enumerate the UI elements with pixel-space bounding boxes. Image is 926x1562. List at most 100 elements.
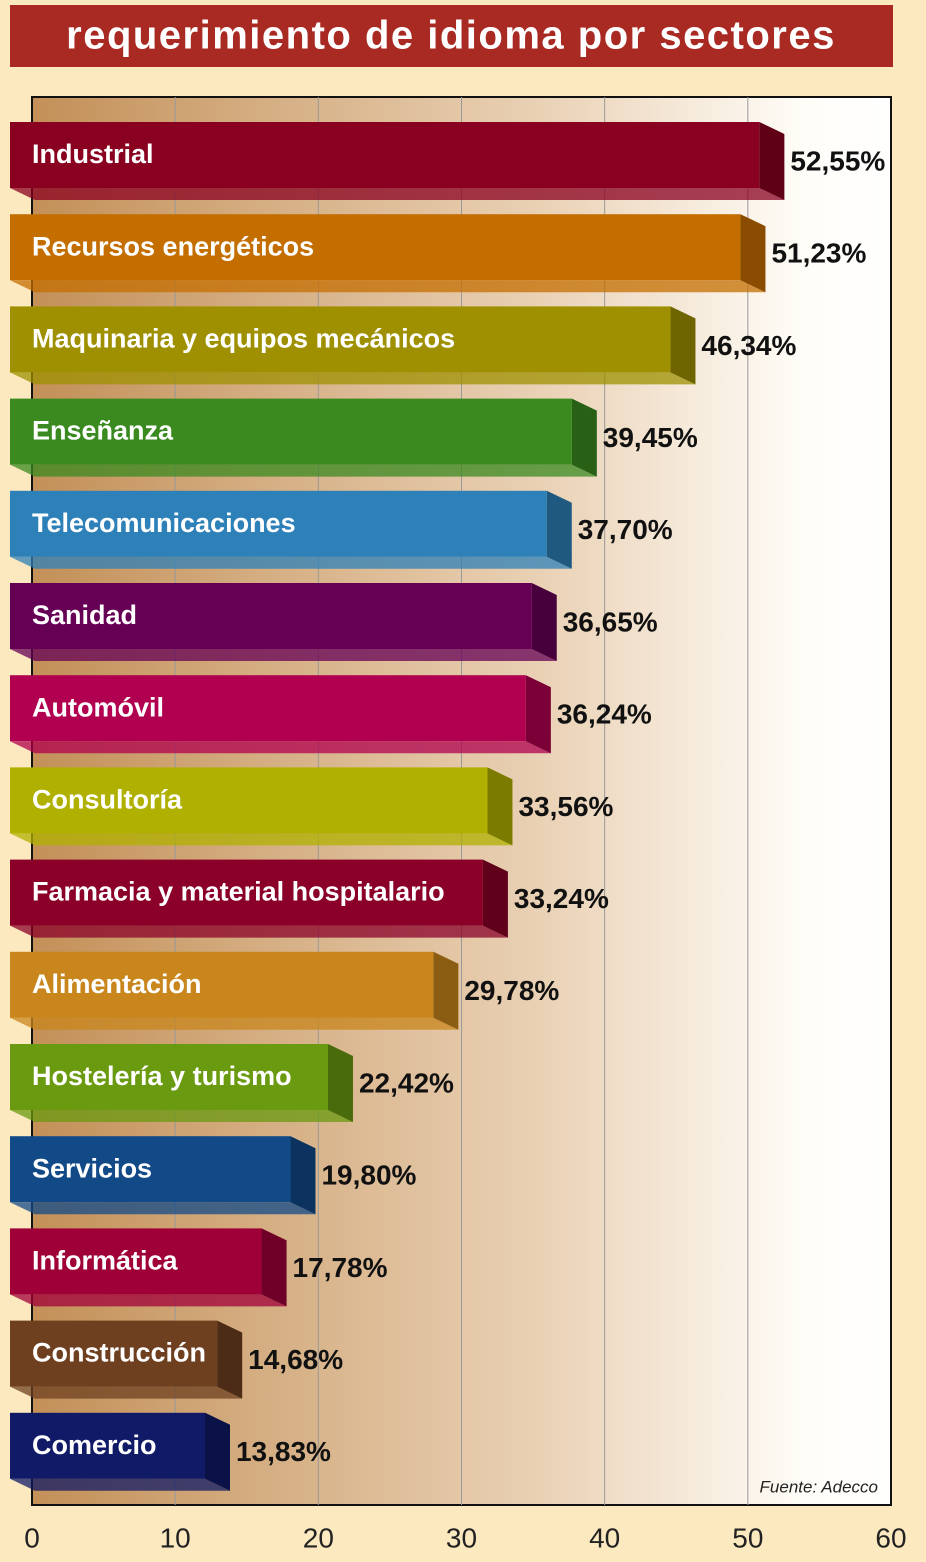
category-label: Automóvil — [32, 692, 164, 722]
x-tick-label: 0 — [24, 1522, 40, 1553]
bar — [10, 398, 572, 465]
bar-side-shade — [327, 1044, 353, 1122]
bar-side-shade — [670, 306, 696, 385]
bar-bottom — [10, 1478, 230, 1491]
bar-side-shade — [740, 214, 766, 293]
bar — [10, 214, 741, 281]
value-label: 22,42% — [359, 1067, 454, 1098]
bar-side — [546, 490, 572, 569]
bar-bottom — [10, 1017, 459, 1030]
bar-side — [525, 675, 551, 754]
category-label: Construcción — [32, 1338, 206, 1368]
bar-bottom — [10, 833, 513, 846]
bar-side — [670, 306, 696, 385]
bar-side-shade — [482, 859, 508, 938]
bar-bottom — [10, 1386, 243, 1399]
bar — [10, 122, 760, 188]
bar — [10, 675, 526, 742]
category-label: Consultoría — [32, 785, 183, 815]
bar-bottom — [10, 464, 597, 477]
bar-bottom — [10, 280, 766, 293]
bar-bottom — [10, 649, 557, 661]
bar-side — [327, 1044, 353, 1122]
bar-side-shade — [531, 583, 557, 661]
bar-side-shade — [261, 1228, 287, 1307]
bar-bottom — [10, 1202, 316, 1215]
bar-side-shade — [433, 951, 459, 1030]
bar-bottom — [10, 741, 551, 754]
title-bar — [10, 5, 893, 67]
bar-bottom — [10, 556, 572, 569]
bar-side-shade — [759, 122, 785, 200]
bar-side — [290, 1136, 316, 1215]
bar — [10, 859, 483, 926]
category-label: Alimentación — [32, 969, 202, 999]
bar-side — [571, 398, 597, 477]
value-label: 29,78% — [464, 975, 559, 1006]
category-label: Enseñanza — [32, 416, 174, 446]
category-label: Sanidad — [32, 600, 137, 630]
category-label: Telecomunicaciones — [32, 508, 296, 538]
value-label: 36,24% — [557, 699, 652, 730]
bar — [10, 306, 671, 373]
bar-side — [217, 1320, 243, 1399]
value-label: 13,83% — [236, 1436, 331, 1467]
bar-side-shade — [487, 767, 513, 846]
x-tick-label: 30 — [446, 1522, 477, 1553]
bar — [10, 767, 488, 834]
source: Fuente: Adecco — [760, 1477, 878, 1496]
bar-side — [759, 122, 785, 200]
value-label: 52,55% — [790, 145, 885, 176]
value-label: 36,65% — [563, 606, 658, 637]
category-label: Maquinaria y equipos mecánicos — [32, 324, 455, 354]
value-label: 37,70% — [578, 514, 673, 545]
bar-side-shade — [525, 675, 551, 754]
bar-side-shade — [217, 1320, 243, 1399]
value-label: 33,24% — [514, 883, 609, 914]
bar-side-shade — [571, 398, 597, 477]
bar-side — [487, 767, 513, 846]
bar — [10, 490, 547, 557]
bar-bottom — [10, 372, 696, 385]
x-tick-label: 60 — [875, 1522, 906, 1553]
bar-side — [433, 951, 459, 1030]
category-label: Comercio — [32, 1430, 157, 1460]
category-label: Informática — [32, 1246, 179, 1276]
bar-side-shade — [546, 490, 572, 569]
bar — [10, 951, 434, 1018]
value-label: 17,78% — [293, 1252, 388, 1283]
bar — [10, 1228, 262, 1295]
bar — [10, 583, 532, 649]
bar — [10, 1412, 205, 1479]
bar-bottom — [10, 1110, 353, 1122]
category-label: Industrial — [32, 139, 154, 169]
bar-side-shade — [290, 1136, 316, 1215]
value-label: 33,56% — [518, 791, 613, 822]
value-label: 46,34% — [701, 330, 796, 361]
category-label: Farmacia y material hospitalario — [32, 877, 445, 907]
bar-side — [261, 1228, 287, 1307]
bar-bottom — [10, 925, 508, 938]
value-label: 39,45% — [603, 422, 698, 453]
bar-side — [740, 214, 766, 293]
x-tick-label: 20 — [303, 1522, 334, 1553]
x-tick-label: 40 — [589, 1522, 620, 1553]
value-label: 14,68% — [248, 1344, 343, 1375]
bar-side-shade — [204, 1412, 230, 1491]
x-tick-label: 10 — [160, 1522, 191, 1553]
value-label: 19,80% — [321, 1160, 416, 1191]
category-label: Servicios — [32, 1153, 152, 1183]
x-tick-label: 50 — [732, 1522, 763, 1553]
bar — [10, 1320, 218, 1387]
category-label: Hostelería y turismo — [32, 1061, 292, 1091]
bar-bottom — [10, 1294, 287, 1307]
bar — [10, 1136, 291, 1203]
bar-side — [204, 1412, 230, 1491]
chart-title: requerimiento de idioma por sectores — [66, 14, 836, 58]
bar-side — [531, 583, 557, 661]
value-label: 51,23% — [771, 238, 866, 269]
category-label: Recursos energéticos — [32, 231, 314, 261]
bar-bottom — [10, 188, 785, 200]
bar — [10, 1044, 328, 1110]
